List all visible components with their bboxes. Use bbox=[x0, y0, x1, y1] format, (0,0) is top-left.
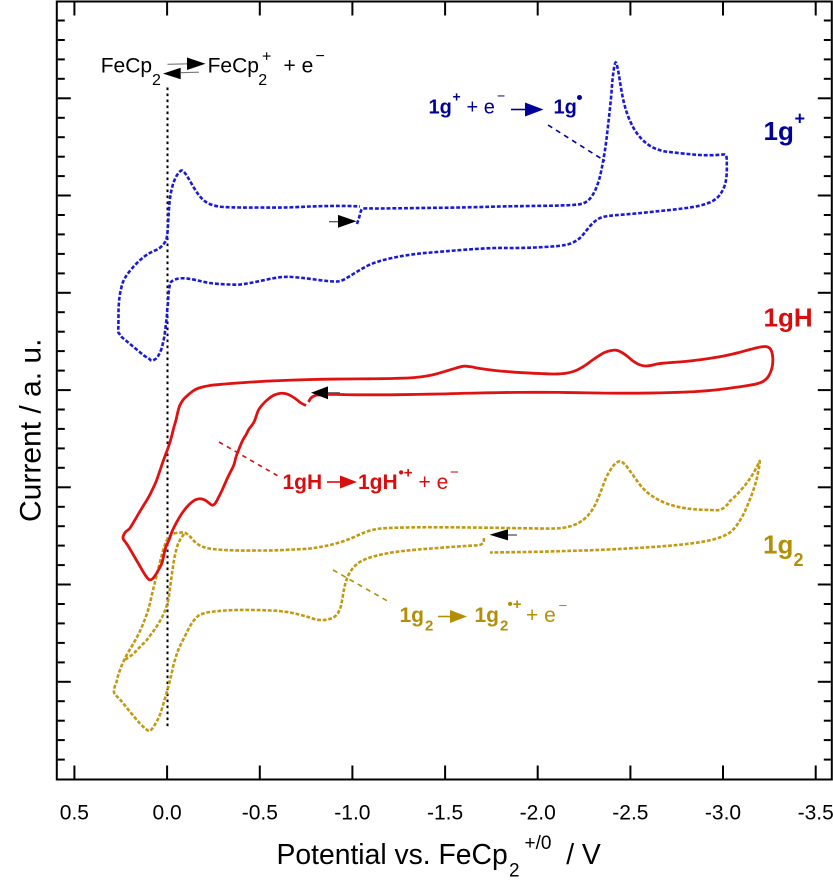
svg-text:-2.5: -2.5 bbox=[612, 802, 648, 825]
svg-text:2: 2 bbox=[794, 550, 804, 570]
svg-text:+ e: + e bbox=[419, 471, 449, 494]
svg-text:+ e: + e bbox=[467, 97, 495, 119]
svg-text:−: − bbox=[316, 48, 325, 65]
svg-text:+: + bbox=[453, 89, 461, 105]
svg-text:2: 2 bbox=[425, 618, 433, 635]
svg-text:-1.0: -1.0 bbox=[334, 802, 370, 825]
svg-text:0.5: 0.5 bbox=[60, 802, 89, 825]
svg-text:2: 2 bbox=[258, 72, 267, 89]
svg-text:•+: •+ bbox=[508, 596, 522, 613]
svg-text:2: 2 bbox=[500, 618, 508, 635]
svg-text:1gH: 1gH bbox=[764, 303, 813, 333]
svg-text:Current / a. u.: Current / a. u. bbox=[15, 339, 48, 522]
svg-text:1gH: 1gH bbox=[358, 471, 398, 494]
svg-text:+ e: + e bbox=[284, 55, 314, 78]
svg-text:Potential vs. FeCp: Potential vs. FeCp bbox=[277, 838, 508, 870]
svg-text:-1.5: -1.5 bbox=[427, 802, 463, 825]
svg-text:0.0: 0.0 bbox=[152, 802, 181, 825]
svg-text:-0.5: -0.5 bbox=[242, 802, 278, 825]
svg-text:+/0: +/0 bbox=[525, 833, 552, 854]
svg-text:FeCp: FeCp bbox=[208, 55, 259, 78]
svg-text:+: + bbox=[795, 109, 806, 129]
svg-text:+ e: + e bbox=[526, 604, 556, 627]
svg-text:2: 2 bbox=[509, 861, 520, 880]
svg-text:FeCp: FeCp bbox=[101, 55, 152, 78]
svg-text:+: + bbox=[262, 49, 271, 66]
svg-text:1g: 1g bbox=[554, 97, 577, 119]
svg-text:−: − bbox=[497, 88, 505, 104]
svg-text:1g: 1g bbox=[475, 604, 500, 627]
svg-text:−: − bbox=[450, 464, 459, 481]
svg-text:-3.5: -3.5 bbox=[798, 802, 833, 825]
svg-text:−: − bbox=[559, 598, 568, 615]
svg-text:1g: 1g bbox=[763, 530, 793, 560]
svg-text:2: 2 bbox=[152, 72, 161, 89]
svg-text:1g: 1g bbox=[764, 116, 794, 146]
svg-text:1g: 1g bbox=[429, 97, 452, 119]
svg-text:1gH: 1gH bbox=[283, 471, 323, 494]
svg-text:/ V: / V bbox=[566, 838, 601, 870]
svg-text:-2.0: -2.0 bbox=[520, 802, 556, 825]
svg-text:1g: 1g bbox=[400, 604, 425, 627]
svg-text:•+: •+ bbox=[399, 465, 413, 482]
svg-text:-3.0: -3.0 bbox=[705, 802, 741, 825]
